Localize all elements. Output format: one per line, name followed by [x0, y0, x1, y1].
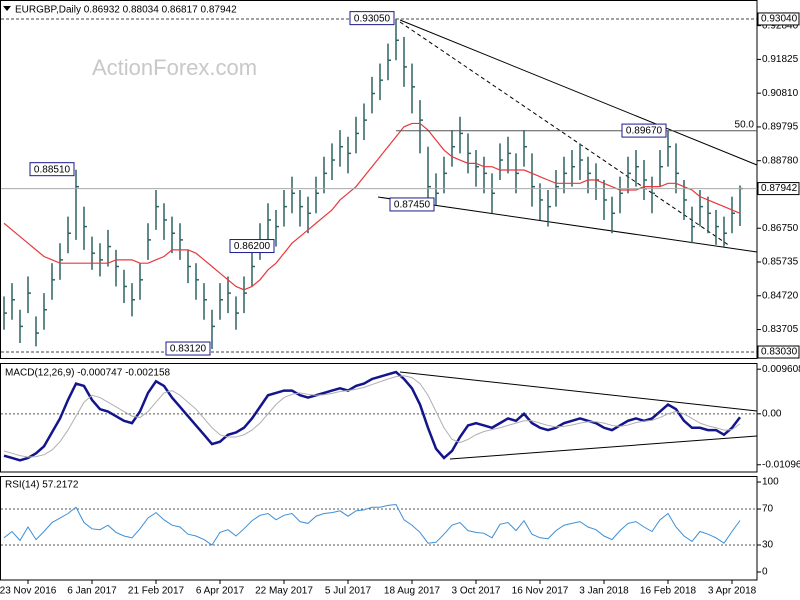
x-tick-label: 3 Jan 2018 — [579, 586, 629, 597]
x-tick-label: 18 Aug 2017 — [384, 586, 441, 597]
trend-line-dashed — [399, 21, 731, 247]
price-tag-label: 0.93040 — [761, 14, 798, 25]
series-line — [3, 503, 741, 546]
y-tick-label: 0.88780 — [762, 155, 799, 166]
x-tick-label: 21 Feb 2017 — [128, 586, 185, 597]
y-tick-label: 0.92840 — [762, 20, 799, 31]
y-tick-label: 0.89795 — [762, 122, 799, 133]
y-tick-label: 0.86750 — [762, 223, 799, 234]
x-tick-label: 16 Feb 2018 — [640, 586, 697, 597]
watermark: ActionForex.com — [92, 55, 257, 80]
x-tick-label: 3 Oct 2017 — [452, 586, 501, 597]
annotation-box — [229, 239, 275, 254]
menu-arrow — [3, 6, 11, 11]
trend-line — [399, 19, 758, 166]
series-line — [3, 370, 741, 462]
annotation-label: 0.87450 — [394, 200, 431, 211]
y-tick-label: 0.91825 — [762, 54, 799, 65]
price-tag — [757, 345, 800, 359]
rsi-panel — [0, 476, 758, 581]
y-tick-label: 70 — [762, 504, 774, 515]
x-tick-label: 5 Jul 2017 — [325, 586, 372, 597]
x-tick-label: 16 Nov 2017 — [512, 586, 569, 597]
macd-trend-line — [399, 371, 758, 412]
y-tick-label: 0.00 — [762, 408, 782, 419]
annotation-label: 0.88510 — [34, 164, 71, 175]
annotation-box — [621, 123, 667, 138]
annotation-label: 0.93050 — [354, 13, 391, 24]
annotation-label: 0.83120 — [170, 344, 207, 355]
annotation-label: 0.86200 — [234, 241, 271, 252]
y-tick-label: 0.90810 — [762, 88, 799, 99]
macd-title: MACD(12,26,9) -0.000747 -0.002158 — [5, 368, 171, 379]
y-tick-label: 0.009608 — [762, 364, 800, 375]
series-line — [3, 375, 741, 458]
price-tag — [757, 12, 800, 26]
y-tick-label: 100 — [762, 477, 779, 488]
y-tick-label: 0 — [762, 567, 768, 578]
y-tick-label: 30 — [762, 540, 774, 551]
price-title: EURGBP,Daily 0.86932 0.88034 0.86817 0.8… — [15, 5, 237, 16]
x-tick-label: 6 Apr 2017 — [196, 586, 245, 597]
annotation-box — [349, 11, 395, 26]
x-tick-label: 6 Jan 2017 — [67, 586, 117, 597]
fib-label: 50.0 — [735, 119, 755, 130]
price-panel — [0, 0, 758, 359]
annotation-box — [165, 341, 211, 356]
price-tag-label: 0.83030 — [761, 347, 798, 358]
annotation-box — [29, 162, 75, 177]
macd-panel — [0, 363, 758, 473]
annotation-label: 0.89670 — [626, 126, 663, 137]
last-price-tag — [757, 182, 800, 196]
last-price-label: 0.87942 — [761, 183, 798, 194]
y-tick-label: 0.83705 — [762, 324, 799, 335]
macd-trend-line — [449, 435, 758, 460]
annotation-box — [389, 197, 435, 212]
trend-line — [377, 196, 758, 253]
x-tick-label: 22 May 2017 — [255, 586, 313, 597]
y-tick-label: 0.85735 — [762, 257, 799, 268]
rsi-title: RSI(14) 57.2172 — [5, 480, 79, 491]
x-tick-label: 23 Nov 2016 — [0, 586, 57, 597]
y-tick-label: 0.84720 — [762, 290, 799, 301]
x-tick-label: 3 Apr 2018 — [708, 586, 757, 597]
